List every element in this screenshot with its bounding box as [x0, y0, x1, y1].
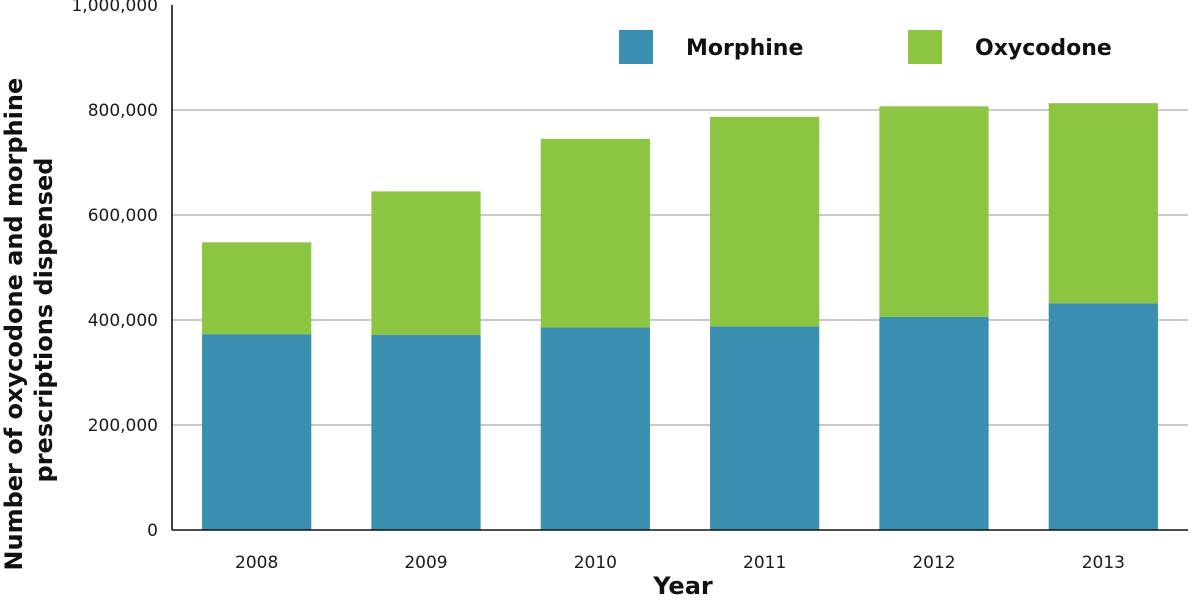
bar-oxycodone-2008 [202, 242, 312, 335]
y-axis-title-line-2: prescriptions dispensed [30, 158, 58, 483]
y-tick-label: 0 [147, 521, 158, 541]
y-tick-label: 600,000 [88, 206, 158, 226]
legend-label-oxycodone: Oxycodone [975, 36, 1112, 61]
x-tick-labels: 2008 2009 2010 2011 2012 2013 [235, 553, 1125, 573]
x-tick-label: 2010 [574, 553, 617, 573]
legend-swatch-oxycodone [908, 30, 942, 64]
bar-morphine-2010 [540, 327, 650, 530]
bar-oxycodone-2011 [710, 116, 820, 327]
bar-morphine-2009 [371, 334, 481, 530]
y-axis-title: Number of oxycodone and morphine prescri… [0, 69, 58, 570]
x-axis-title: Year [652, 572, 713, 600]
bar-oxycodone-2009 [371, 191, 481, 335]
bar-morphine-2013 [1048, 303, 1158, 530]
axes [171, 5, 1188, 531]
y-tick-label: 800,000 [88, 101, 158, 121]
bar-oxycodone-2010 [540, 138, 650, 328]
y-tick-label: 400,000 [88, 311, 158, 331]
gridlines [172, 109, 1188, 426]
bars [202, 103, 1158, 530]
x-tick-label: 2009 [404, 553, 447, 573]
y-tick-labels: 0 200,000 400,000 600,000 800,000 1,000,000 [71, 0, 158, 541]
x-tick-label: 2008 [235, 553, 278, 573]
bar-morphine-2011 [710, 326, 820, 530]
bar-morphine-2012 [879, 316, 989, 530]
bar-oxycodone-2013 [1048, 103, 1158, 304]
y-tick-label: 200,000 [88, 416, 158, 436]
y-tick-label: 1,000,000 [71, 0, 158, 16]
x-tick-label: 2011 [743, 553, 786, 573]
legend: Morphine Oxycodone [619, 30, 1112, 64]
y-axis-title-line-1: Number of oxycodone and morphine [0, 78, 28, 571]
x-tick-label: 2013 [1082, 553, 1125, 573]
bar-oxycodone-2012 [879, 106, 989, 317]
legend-label-morphine: Morphine [686, 36, 803, 61]
legend-swatch-morphine [619, 30, 653, 64]
x-tick-label: 2012 [912, 553, 955, 573]
bar-morphine-2008 [202, 334, 312, 530]
